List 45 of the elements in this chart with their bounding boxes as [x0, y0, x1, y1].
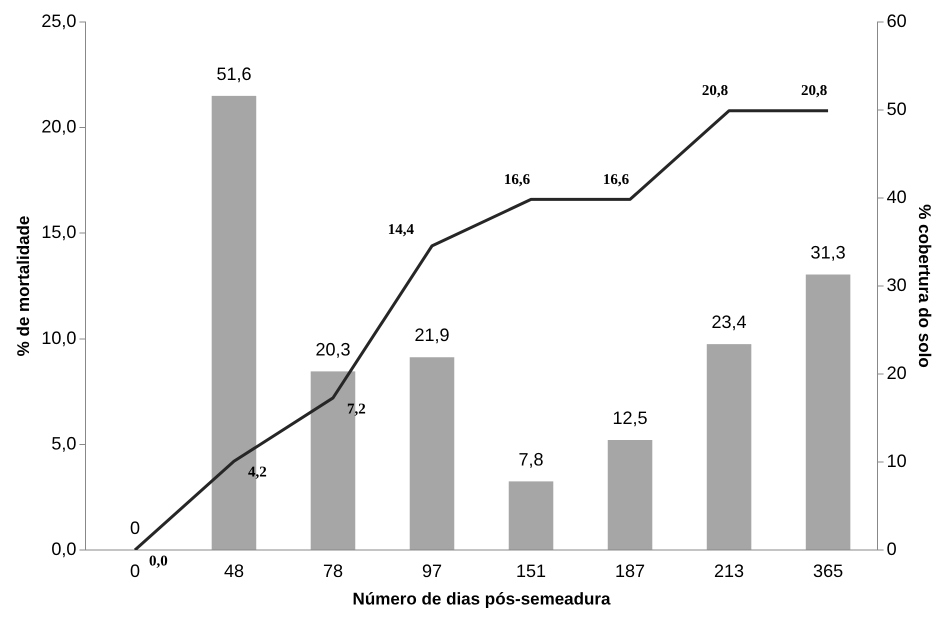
- bar: [410, 357, 454, 550]
- data-label: 7,8: [518, 449, 544, 470]
- data-label: 31,3: [810, 242, 846, 263]
- data-label: 0: [130, 518, 140, 538]
- y2-tick-label: 10: [886, 450, 907, 471]
- data-label: 16,6: [504, 172, 531, 188]
- data-label: 20,3: [315, 339, 350, 360]
- x-tick-label: 97: [422, 560, 442, 581]
- x-tick-label: 151: [516, 560, 546, 581]
- x-tick-label: 365: [813, 560, 844, 581]
- x-axis-title: Número de dias pós-semeadura: [352, 589, 612, 608]
- bar: [706, 344, 752, 550]
- data-label: 23,4: [712, 312, 747, 332]
- data-label: 4,2: [248, 464, 267, 481]
- y-tick-label: 20,0: [41, 116, 76, 137]
- y2-tick-label: 40: [886, 186, 907, 207]
- y-axis-title: % de mortalidade: [14, 216, 33, 356]
- y-tick-label: 15,0: [41, 222, 76, 242]
- bar: [508, 481, 554, 550]
- data-label: 0,0: [148, 553, 168, 570]
- y-tick-label: 5,0: [51, 433, 76, 454]
- y2-tick-label: 0: [886, 538, 897, 559]
- x-tick-label: 0: [130, 560, 140, 581]
- data-label: 21,9: [414, 325, 450, 346]
- x-tick-label: 213: [714, 560, 744, 581]
- data-label: 16,6: [602, 172, 630, 188]
- data-label: 7,2: [346, 401, 366, 418]
- bar: [806, 274, 850, 550]
- y-tick-label: 0,0: [51, 538, 76, 559]
- y-tick-label: 10,0: [41, 328, 76, 348]
- y2-tick-label: 20: [886, 362, 907, 383]
- y2-tick-label: 60: [886, 10, 907, 31]
- y-tick-label: 25,0: [41, 10, 76, 31]
- y2-tick-label: 30: [886, 274, 907, 295]
- x-tick-label: 187: [615, 560, 646, 581]
- bar: [608, 440, 652, 550]
- data-label: 20,8: [702, 83, 728, 100]
- data-label: 20,8: [800, 83, 828, 100]
- x-tick-label: 78: [322, 560, 343, 581]
- data-label: 12,5: [612, 408, 648, 428]
- data-label: 14,4: [388, 222, 414, 238]
- x-tick-label: 48: [224, 560, 244, 581]
- data-label: 51,6: [216, 64, 252, 84]
- y2-tick-label: 50: [886, 98, 907, 119]
- y2-axis-title: % cobertura do solo: [915, 204, 934, 368]
